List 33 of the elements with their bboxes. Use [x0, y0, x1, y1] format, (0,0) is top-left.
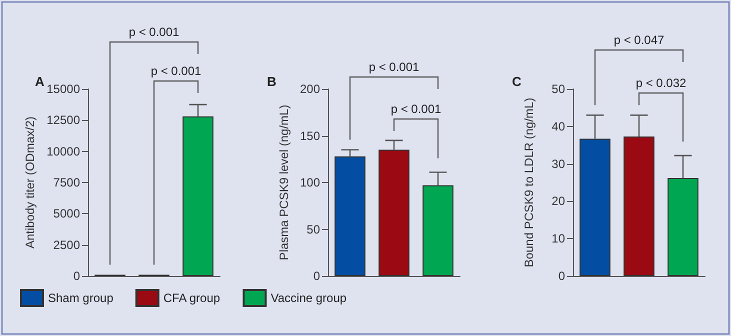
text: p < 0.047	[614, 33, 665, 47]
y-tick-label: 15000	[46, 82, 80, 96]
y-tick-label: 12500	[46, 113, 80, 128]
y-axis-title: Antibody titer (ODmax/2)	[23, 116, 37, 249]
y-tick-label: 20	[552, 194, 566, 208]
chart-title: C	[512, 74, 522, 89]
text: p < 0.001	[368, 60, 420, 74]
text: p < 0.001	[128, 25, 180, 39]
chart-title: A	[35, 74, 45, 89]
y-tick-label: 0	[313, 269, 320, 283]
y-axis-title: Plasma PCSK9 level (ng/mL)	[277, 104, 291, 260]
y-tick-label: 40	[552, 119, 566, 134]
y-tick-label: 100	[300, 176, 320, 190]
text: p < 0.001	[150, 64, 202, 78]
y-tick-label: 10000	[46, 144, 80, 158]
chart-title: B	[267, 74, 276, 89]
y-tick-label: 30	[552, 156, 566, 171]
y-tick-label: 10	[552, 232, 566, 246]
y-axis-title: Bound PCSK9 to LDLR (ng/mL)	[522, 98, 536, 268]
y-tick-label: 50	[552, 82, 566, 96]
y-tick-label: 50	[306, 222, 320, 236]
y-tick-label: 0	[73, 269, 80, 283]
y-tick-label: 2500	[53, 238, 80, 252]
y-tick-label: 150	[300, 128, 320, 143]
legend-label: Sham group	[48, 291, 114, 305]
y-tick-label: 200	[300, 82, 320, 96]
annotation: p < 0.001	[390, 102, 442, 116]
annotation: p < 0.032	[636, 76, 687, 90]
y-tick-label: 5000	[53, 206, 80, 221]
legend-label: Vaccine group	[270, 291, 347, 305]
legend-label: CFA group	[163, 291, 220, 305]
y-tick-label: 0	[558, 269, 566, 283]
y-tick-label: 7500	[53, 176, 80, 190]
